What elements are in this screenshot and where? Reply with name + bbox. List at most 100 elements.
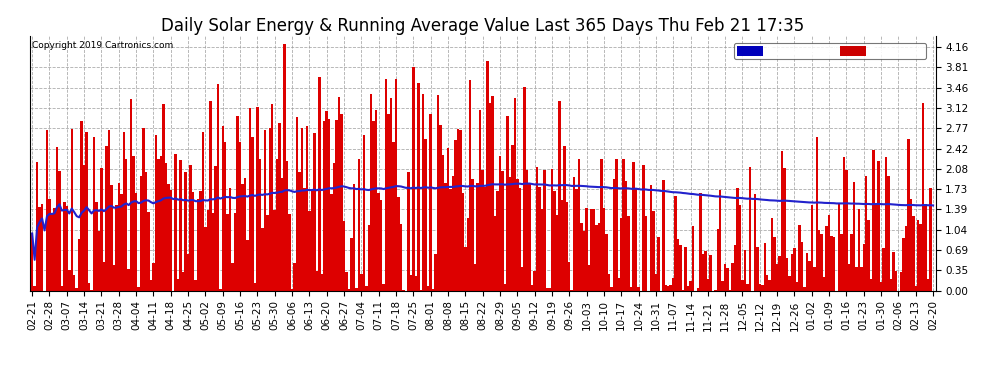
Bar — [347, 289, 350, 291]
Bar — [95, 202, 98, 291]
Bar — [293, 263, 296, 291]
Bar — [276, 159, 278, 291]
Bar — [536, 167, 539, 291]
Bar — [130, 99, 133, 291]
Bar — [890, 279, 892, 291]
Bar — [407, 172, 410, 291]
Bar — [263, 130, 266, 291]
Bar — [258, 159, 261, 291]
Bar — [506, 116, 509, 291]
Bar — [283, 44, 286, 291]
Bar — [50, 214, 53, 291]
Bar — [679, 245, 682, 291]
Bar — [34, 286, 36, 291]
Bar — [842, 157, 845, 291]
Bar — [227, 214, 229, 291]
Bar — [806, 253, 808, 291]
Bar — [548, 288, 550, 291]
Bar — [437, 95, 440, 291]
Bar — [519, 188, 521, 291]
Bar — [430, 114, 432, 291]
Bar — [610, 288, 613, 291]
Bar — [362, 135, 365, 291]
Bar — [867, 220, 870, 291]
Bar — [372, 121, 375, 291]
Bar — [768, 280, 771, 291]
Bar — [860, 267, 862, 291]
Bar — [722, 281, 724, 291]
Bar — [511, 145, 514, 291]
Bar — [841, 234, 842, 291]
Bar — [286, 161, 288, 291]
Bar — [125, 159, 128, 291]
Bar — [786, 258, 788, 291]
Bar — [620, 218, 623, 291]
Bar — [138, 287, 140, 291]
Bar — [669, 285, 672, 291]
Bar — [343, 221, 346, 291]
Bar — [148, 212, 149, 291]
Bar — [798, 225, 801, 291]
Bar — [818, 230, 821, 291]
Bar — [197, 199, 199, 291]
Bar — [328, 119, 331, 291]
Bar — [737, 188, 739, 291]
Bar — [346, 273, 347, 291]
Bar — [555, 215, 558, 291]
Bar — [167, 184, 169, 291]
Bar — [491, 96, 494, 291]
Bar — [53, 209, 55, 291]
Bar — [365, 286, 367, 291]
Bar — [247, 240, 248, 291]
Bar — [189, 165, 192, 291]
Bar — [643, 165, 644, 291]
Bar — [410, 275, 412, 291]
Bar — [635, 188, 638, 291]
Bar — [667, 286, 669, 291]
Bar — [644, 216, 647, 291]
Bar — [70, 129, 73, 291]
Bar — [445, 183, 446, 291]
Bar — [486, 61, 489, 291]
Bar — [224, 142, 227, 291]
Bar — [857, 209, 860, 291]
Bar — [615, 159, 618, 291]
Bar — [133, 156, 135, 291]
Bar — [927, 279, 930, 291]
Bar — [308, 211, 311, 291]
Bar — [214, 166, 217, 291]
Bar — [623, 159, 625, 291]
Bar — [534, 271, 536, 291]
Bar — [524, 87, 526, 291]
Bar — [580, 223, 583, 291]
Bar — [261, 228, 263, 291]
Bar — [813, 267, 816, 291]
Bar — [149, 280, 152, 291]
Bar — [466, 218, 469, 291]
Bar — [387, 114, 390, 291]
Bar — [120, 194, 123, 291]
Bar — [333, 163, 336, 291]
Bar — [925, 204, 927, 291]
Bar — [707, 279, 709, 291]
Bar — [689, 281, 692, 291]
Bar — [776, 264, 778, 291]
Bar — [256, 107, 258, 291]
Bar — [877, 161, 880, 291]
Bar — [380, 200, 382, 291]
Bar — [763, 243, 766, 291]
Bar — [219, 289, 222, 291]
Bar — [618, 278, 620, 291]
Bar — [234, 213, 237, 291]
Bar — [793, 248, 796, 291]
Bar — [544, 170, 545, 291]
Bar — [187, 254, 189, 291]
Title: Daily Solar Energy & Running Average Value Last 365 Days Thu Feb 21 17:35: Daily Solar Energy & Running Average Val… — [161, 18, 804, 36]
Bar — [128, 269, 130, 291]
Bar — [509, 177, 511, 291]
Bar — [75, 288, 78, 291]
Bar — [352, 183, 355, 291]
Bar — [912, 216, 915, 291]
Bar — [479, 110, 481, 291]
Bar — [674, 196, 677, 291]
